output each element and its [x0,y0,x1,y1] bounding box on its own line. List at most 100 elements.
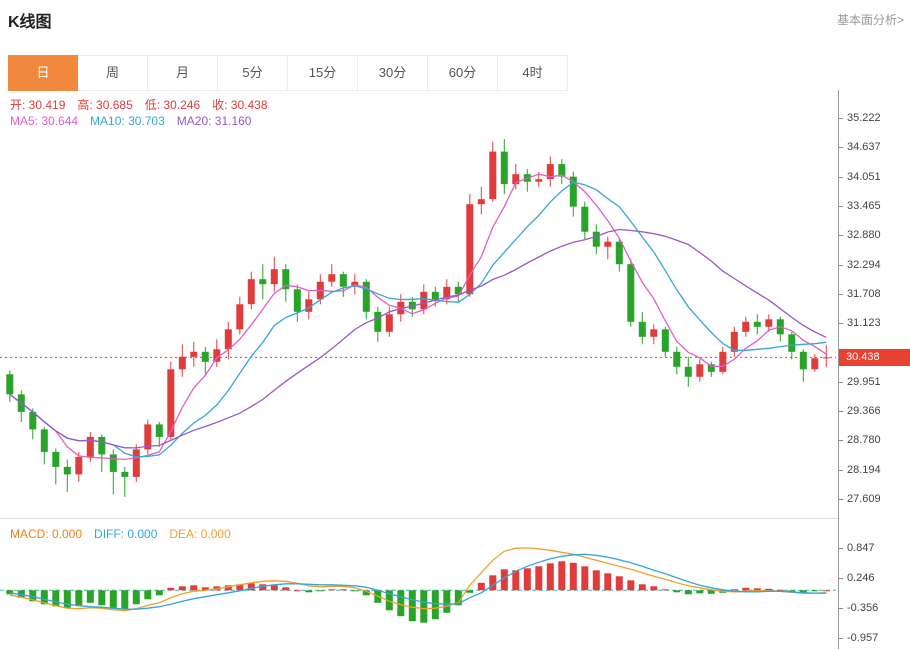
macd-bar [730,589,738,591]
candle [707,361,715,377]
price-axis: 30.438 35.222 34.637 34.051 33.465 32.880 32.… [838,90,910,649]
macd-bar [443,590,451,613]
candle [730,326,738,357]
macd-bar [592,570,600,591]
price-axis-label: 28.780 [847,434,881,446]
macd-bar [29,590,37,602]
macd-bar [282,587,290,591]
candle [362,279,370,320]
macd-bar [650,586,658,591]
price-axis-label: 32.880 [847,229,881,241]
axis-tick [839,382,843,383]
macd-bar [351,590,359,592]
macd-bar [6,590,14,595]
tab-week[interactable]: 周 [78,55,148,91]
candle [259,264,267,300]
tab-month[interactable]: 月 [148,55,218,91]
candle [500,139,508,195]
macd-bar [742,587,750,591]
candle [638,311,646,345]
candle [282,264,290,302]
candle [328,264,336,287]
macd-bar [420,590,428,623]
macd-bar [431,590,439,620]
axis-tick [839,578,843,579]
tab-15min[interactable]: 15分 [288,55,358,91]
macd-bar [52,590,60,607]
macd-bar [661,589,669,591]
macd-bar [408,590,416,622]
axis-tick [839,265,843,266]
axis-tick [839,235,843,236]
tab-30min[interactable]: 30分 [358,55,428,91]
price-axis-label: 28.194 [847,464,881,476]
price-axis-label: 35.222 [847,112,881,124]
candle [569,171,577,217]
axis-tick [839,470,843,471]
macd-bar [638,584,646,591]
macd-bar [121,590,129,609]
macd-bar [489,575,497,591]
macd-legend-item: DIFF: 0.000 [94,527,158,541]
main-candlestick-chart[interactable] [0,90,838,518]
candle [684,356,692,387]
candle [17,390,25,422]
current-price-badge: 30.438 [839,349,910,366]
macd-bar [523,568,531,591]
candle [52,448,60,485]
macd-bar [535,566,543,591]
diff-line [9,553,827,610]
candle [374,306,382,342]
candle [592,224,600,255]
axis-tick [839,548,843,549]
axis-tick [839,499,843,500]
candle [604,236,612,260]
macd-bar [259,584,267,591]
candle [236,296,244,335]
macd-bar [40,590,48,605]
candle [201,346,209,375]
candle [627,259,635,327]
macd-bar [270,585,278,591]
candle [753,314,761,335]
macd-axis-label: -0.957 [847,632,879,644]
macd-bar [546,563,554,591]
macd-chart[interactable] [0,519,838,649]
candle [98,434,106,472]
macd-axis-label: 0.246 [847,572,875,584]
macd-bar [696,590,704,594]
fundamental-analysis-link[interactable]: 基本面分析> [836,13,904,27]
ohlc-legend: 开: 30.419 高: 30.685 低: 30.246 收: 30.438 [10,96,280,113]
ohlc-legend-item: 低: 30.246 [144,98,201,112]
ma-legend: MA5: 30.644 MA10: 30.703 MA20: 31.160 [10,114,263,128]
candle [799,349,807,382]
axis-tick [839,147,843,148]
macd-bar [201,587,209,591]
macd-bar [178,586,186,591]
macd-bar [512,570,520,591]
candle [29,408,37,440]
candle [719,346,727,375]
macd-bar [627,580,635,591]
candle [489,141,497,202]
tab-4hour[interactable]: 4时 [498,55,568,91]
ma-legend-item: MA20: 31.160 [176,114,252,128]
macd-bar [776,589,784,591]
candle [765,314,773,332]
macd-bar [305,590,313,593]
price-axis-label: 27.609 [847,493,881,505]
tab-5min[interactable]: 5分 [218,55,288,91]
macd-bar [167,587,175,591]
candle [178,344,186,377]
candle [6,370,14,402]
macd-bar [684,590,692,595]
macd-bar [569,562,577,591]
candle [696,359,704,382]
tab-day[interactable]: 日 [8,55,78,91]
macd-legend-item: DEA: 0.000 [169,527,231,541]
macd-legend: MACD: 0.000 DIFF: 0.000 DEA: 0.000 [10,527,243,541]
ohlc-legend-item: 收: 30.438 [212,98,268,112]
tab-60min[interactable]: 60分 [428,55,498,91]
macd-bar [339,589,347,591]
macd-bar [293,590,301,592]
